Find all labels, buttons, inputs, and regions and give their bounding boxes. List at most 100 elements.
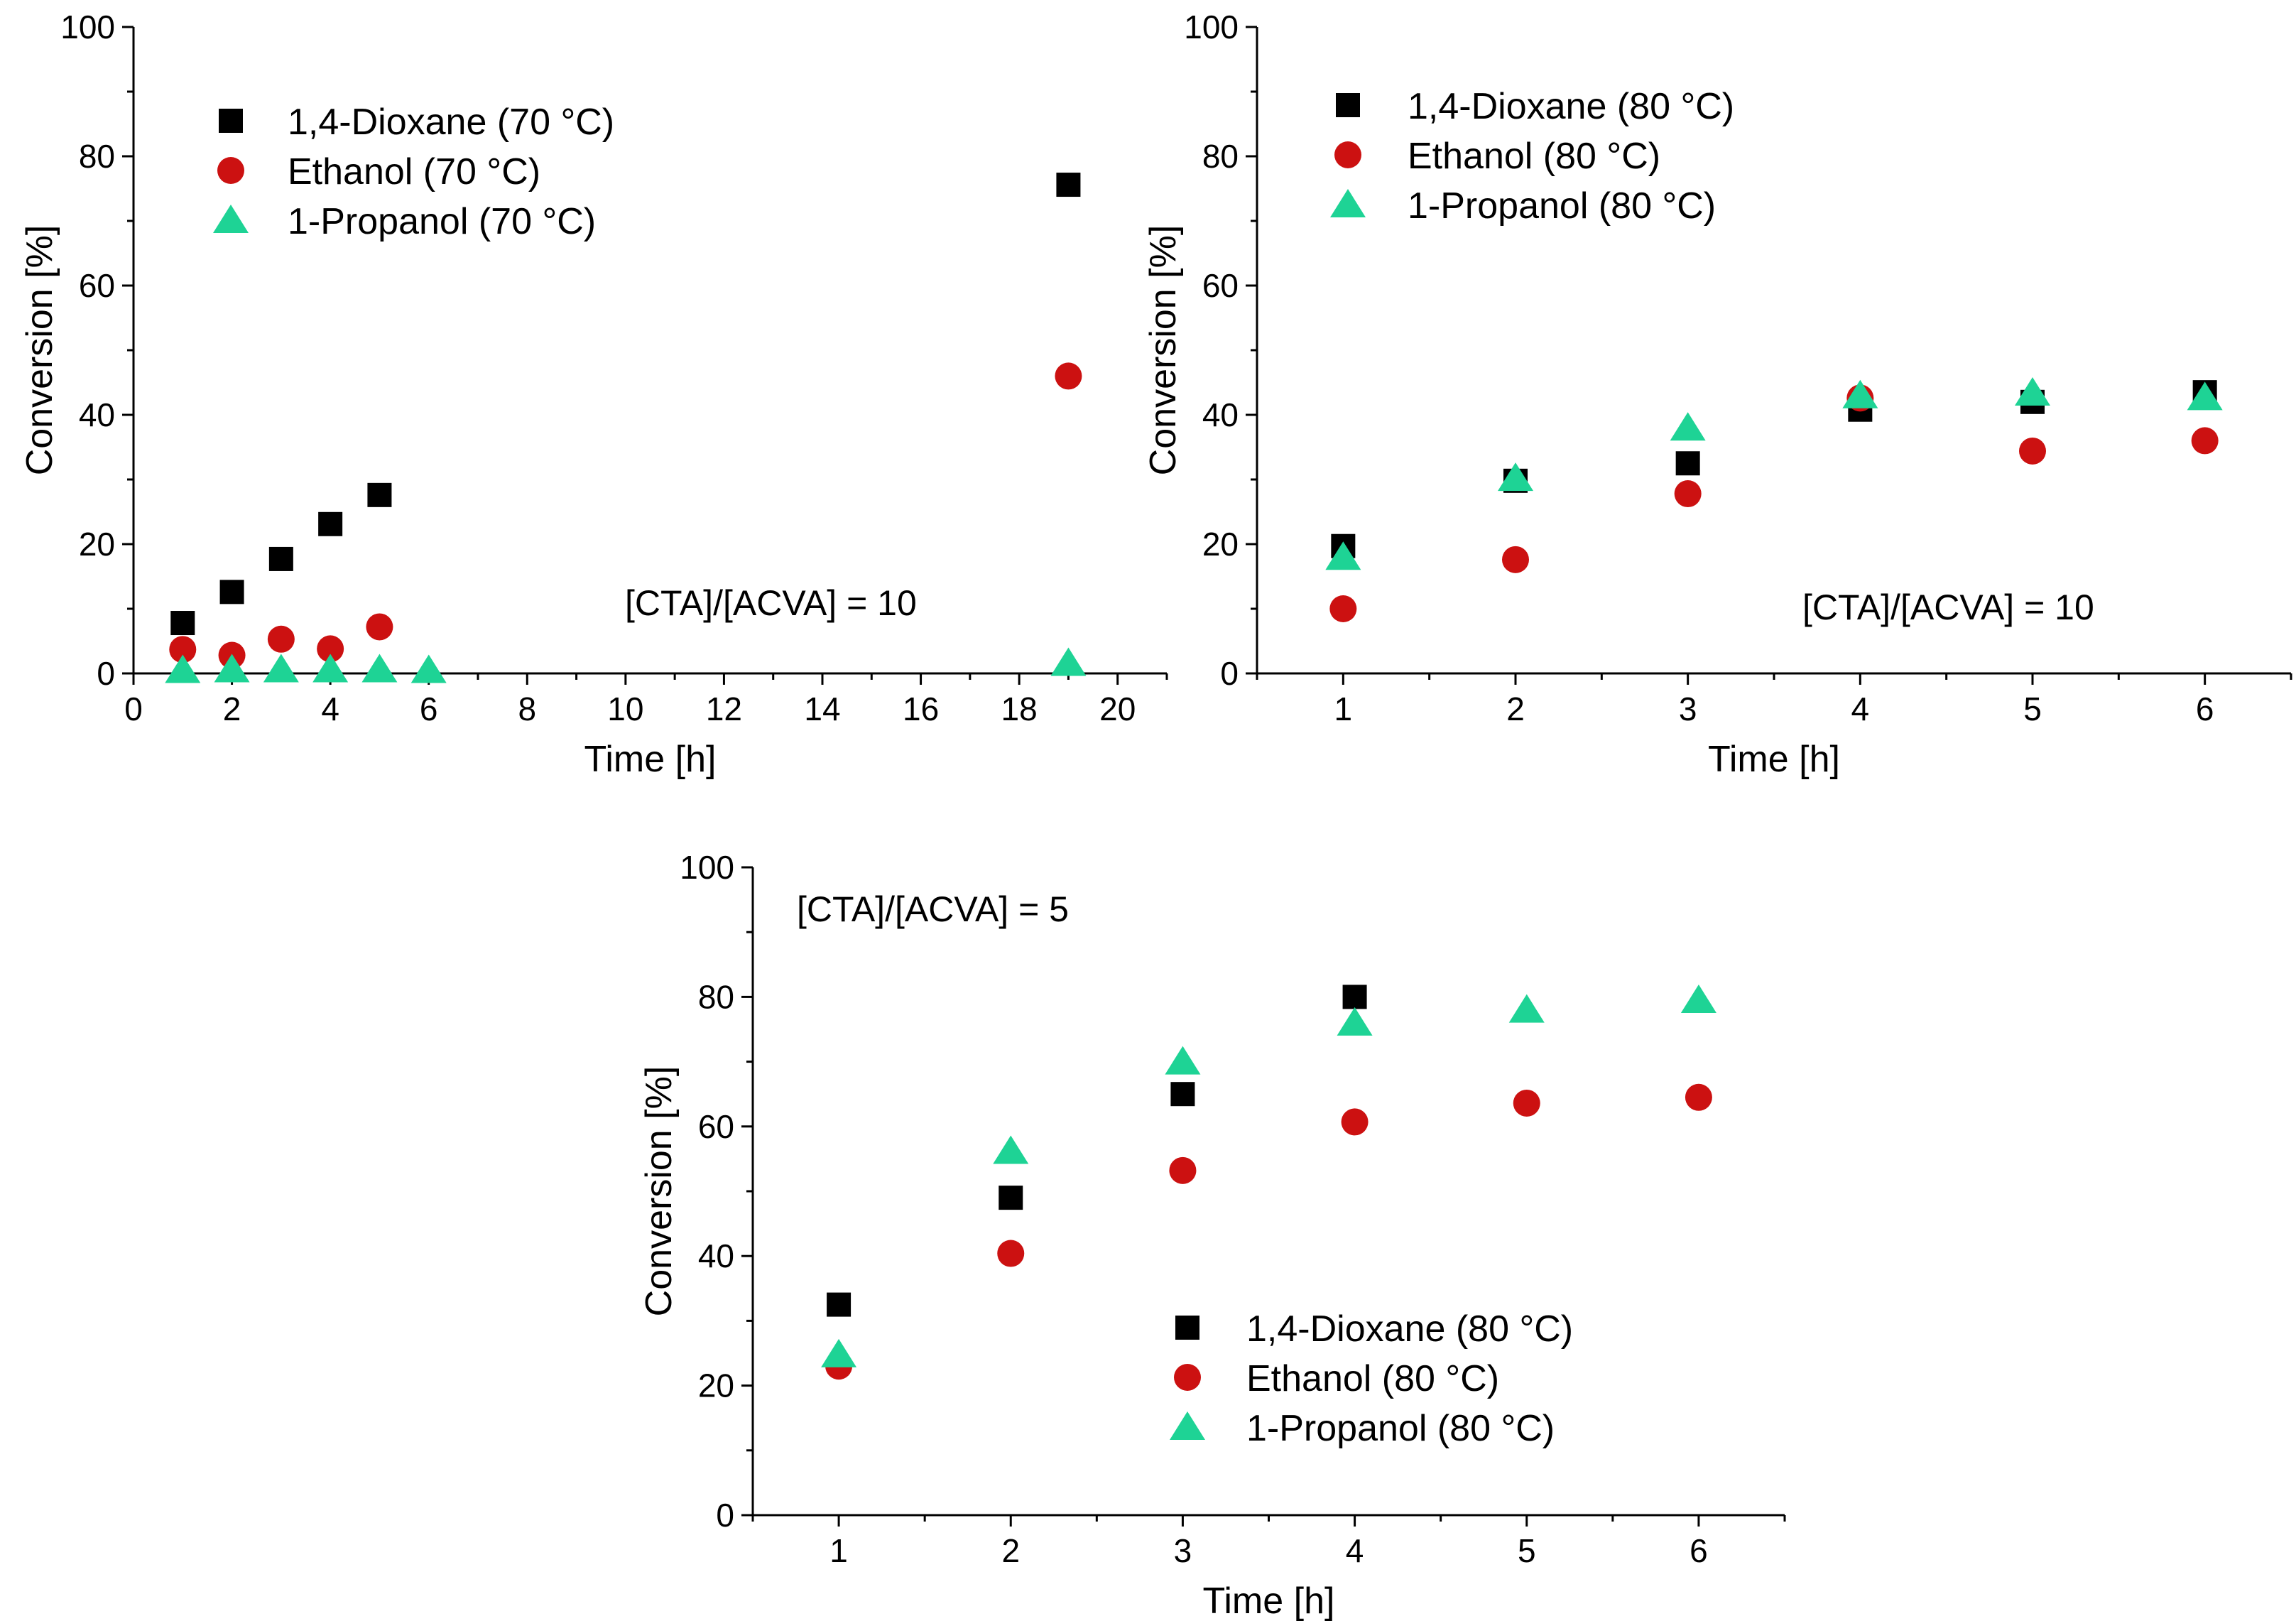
- y-tick-label: 80: [698, 978, 734, 1015]
- data-point: [219, 580, 244, 605]
- x-tick-label: 2: [1001, 1532, 1020, 1569]
- x-tick-label: 3: [1174, 1532, 1192, 1569]
- series-ethanol: [1329, 384, 2219, 622]
- data-point: [1498, 462, 1533, 492]
- legend-marker: [1170, 1411, 1205, 1440]
- y-tick-label: 80: [1202, 138, 1239, 175]
- data-point: [993, 1135, 1029, 1164]
- data-point: [997, 1240, 1025, 1267]
- x-tick-label: 6: [2196, 690, 2214, 727]
- x-tick-label: 0: [124, 690, 143, 727]
- data-point: [1055, 362, 1082, 390]
- y-tick-label: 60: [1202, 267, 1239, 304]
- y-tick-label: 40: [79, 396, 115, 433]
- data-point: [1513, 1089, 1540, 1117]
- data-point: [1670, 412, 1706, 441]
- series-dioxane: [827, 985, 1367, 1317]
- data-point: [312, 654, 349, 683]
- data-point: [1341, 1108, 1369, 1136]
- series-propanol: [1325, 377, 2223, 570]
- x-tick-label: 1: [829, 1532, 848, 1569]
- x-tick-label: 3: [1679, 690, 1697, 727]
- y-tick-label: 20: [698, 1367, 734, 1404]
- ratio-annotation: [CTA]/[ACVA] = 10: [1802, 587, 2094, 627]
- x-tick-label: 5: [1518, 1532, 1536, 1569]
- y-tick-label: 0: [716, 1497, 734, 1534]
- data-point: [361, 654, 398, 683]
- y-tick-label: 40: [698, 1237, 734, 1274]
- data-point: [1170, 1082, 1195, 1107]
- y-tick-label: 0: [97, 655, 115, 692]
- series-propanol: [821, 984, 1716, 1367]
- data-point: [165, 654, 201, 683]
- data-point: [267, 625, 295, 653]
- legend-entry-ethanol: Ethanol (70 °C): [217, 151, 540, 193]
- chart-panel-2: 0 20 40 60 80 100 1 2 3 4 5 6 Time [h] Conversion [%]…: [1143, 9, 2292, 780]
- y-tick-label: 0: [1220, 655, 1239, 692]
- x-tick-label: 2: [223, 690, 241, 727]
- data-point: [1342, 985, 1367, 1009]
- legend-marker: [213, 205, 249, 233]
- data-point: [827, 1292, 852, 1317]
- y-axis-title: Conversion [%]: [19, 225, 60, 476]
- legend-label: Ethanol (80 °C): [1408, 136, 1660, 177]
- x-axis-title: Time [h]: [584, 739, 717, 780]
- chart-panel-3: 0 20 40 60 80 100 1 2 3 4 5 6 Time [h] Conversion [%]…: [638, 849, 1786, 1621]
- legend-label: 1,4-Dioxane (70 °C): [288, 102, 614, 143]
- legend-marker: [1336, 93, 1360, 117]
- y-tick-label: 100: [680, 849, 734, 886]
- legend-label: 1-Propanol (70 °C): [288, 201, 596, 242]
- data-point: [2015, 377, 2050, 406]
- legend-marker: [1174, 1364, 1201, 1391]
- legend-marker: [1175, 1316, 1199, 1340]
- ratio-annotation: [CTA]/[ACVA] = 5: [797, 889, 1069, 929]
- legend-marker: [1330, 189, 1366, 217]
- legend-entry-dioxane: 1,4-Dioxane (80 °C): [1336, 86, 1734, 127]
- legend-marker: [217, 157, 244, 184]
- x-tick-label: 14: [804, 690, 840, 727]
- data-point: [1675, 451, 1700, 476]
- legend-entry-propanol: 1-Propanol (80 °C): [1330, 185, 1716, 227]
- y-tick-label: 100: [1184, 9, 1239, 45]
- legend-marker: [219, 109, 243, 133]
- legend-label: Ethanol (70 °C): [288, 151, 540, 193]
- ratio-annotation: [CTA]/[ACVA] = 10: [625, 583, 917, 623]
- x-tick-label: 5: [2023, 690, 2042, 727]
- x-tick-label: 6: [1690, 1532, 1708, 1569]
- legend-label: 1,4-Dioxane (80 °C): [1246, 1308, 1573, 1350]
- legend-label: 1-Propanol (80 °C): [1408, 185, 1716, 227]
- data-point: [170, 611, 195, 636]
- data-point: [999, 1186, 1023, 1210]
- data-point: [1337, 1007, 1373, 1036]
- legend-entry-dioxane: 1,4-Dioxane (70 °C): [219, 102, 614, 143]
- x-tick-label: 20: [1099, 690, 1136, 727]
- data-point: [2187, 381, 2223, 411]
- data-point: [1329, 595, 1357, 622]
- y-tick-label: 100: [60, 9, 115, 45]
- x-tick-label: 10: [607, 690, 643, 727]
- legend-marker: [1334, 141, 1361, 168]
- y-tick-label: 20: [79, 526, 115, 563]
- legend-label: 1-Propanol (80 °C): [1246, 1408, 1555, 1449]
- legend-entry-propanol: 1-Propanol (80 °C): [1170, 1408, 1555, 1449]
- data-point: [1165, 1046, 1201, 1075]
- series-propanol: [165, 647, 1087, 683]
- data-point: [1674, 480, 1702, 508]
- data-point: [821, 1338, 857, 1367]
- legend-entry-ethanol: Ethanol (80 °C): [1174, 1358, 1499, 1399]
- x-tick-label: 16: [903, 690, 939, 727]
- y-tick-label: 40: [1202, 396, 1239, 433]
- x-tick-label: 12: [706, 690, 742, 727]
- y-axis-title: Conversion [%]: [638, 1066, 680, 1317]
- legend-label: Ethanol (80 °C): [1246, 1358, 1499, 1399]
- data-point: [317, 635, 344, 663]
- x-tick-label: 4: [1851, 690, 1870, 727]
- y-tick-label: 20: [1202, 526, 1239, 563]
- data-point: [367, 482, 392, 507]
- y-axis-title: Conversion [%]: [1143, 225, 1184, 476]
- data-point: [366, 613, 393, 641]
- data-point: [2019, 437, 2046, 465]
- x-tick-label: 8: [518, 690, 536, 727]
- data-point: [1325, 541, 1361, 570]
